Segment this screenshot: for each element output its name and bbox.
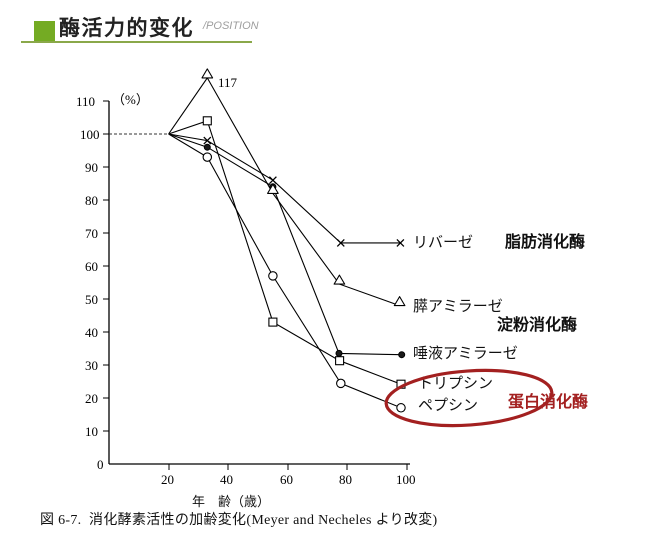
- svg-text:50: 50: [85, 292, 98, 307]
- svg-text:70: 70: [85, 226, 98, 241]
- svg-text:40: 40: [220, 472, 233, 487]
- svg-text:80: 80: [85, 193, 98, 208]
- svg-text:10: 10: [85, 424, 98, 439]
- svg-text:100: 100: [80, 127, 100, 142]
- svg-text:淀粉消化酶: 淀粉消化酶: [497, 315, 577, 334]
- svg-text:117: 117: [218, 75, 238, 90]
- svg-text:脂肪消化酶: 脂肪消化酶: [505, 232, 585, 251]
- svg-text:20: 20: [161, 472, 174, 487]
- svg-text:110: 110: [76, 94, 95, 109]
- svg-text:20: 20: [85, 391, 98, 406]
- svg-text:30: 30: [85, 358, 98, 373]
- svg-text:唾液アミラーゼ: 唾液アミラーゼ: [413, 345, 518, 362]
- svg-text:60: 60: [85, 259, 98, 274]
- svg-text:60: 60: [280, 472, 293, 487]
- svg-text:ペプシン: ペプシン: [418, 397, 478, 414]
- svg-text:100: 100: [396, 472, 416, 487]
- svg-text:膵アミラーゼ: 膵アミラーゼ: [413, 298, 503, 315]
- svg-text:0: 0: [97, 457, 104, 472]
- svg-text:80: 80: [339, 472, 352, 487]
- svg-text:（%）: （%）: [112, 92, 149, 107]
- svg-text:90: 90: [85, 160, 98, 175]
- svg-text:リバーゼ: リバーゼ: [413, 234, 473, 251]
- svg-text:40: 40: [85, 325, 98, 340]
